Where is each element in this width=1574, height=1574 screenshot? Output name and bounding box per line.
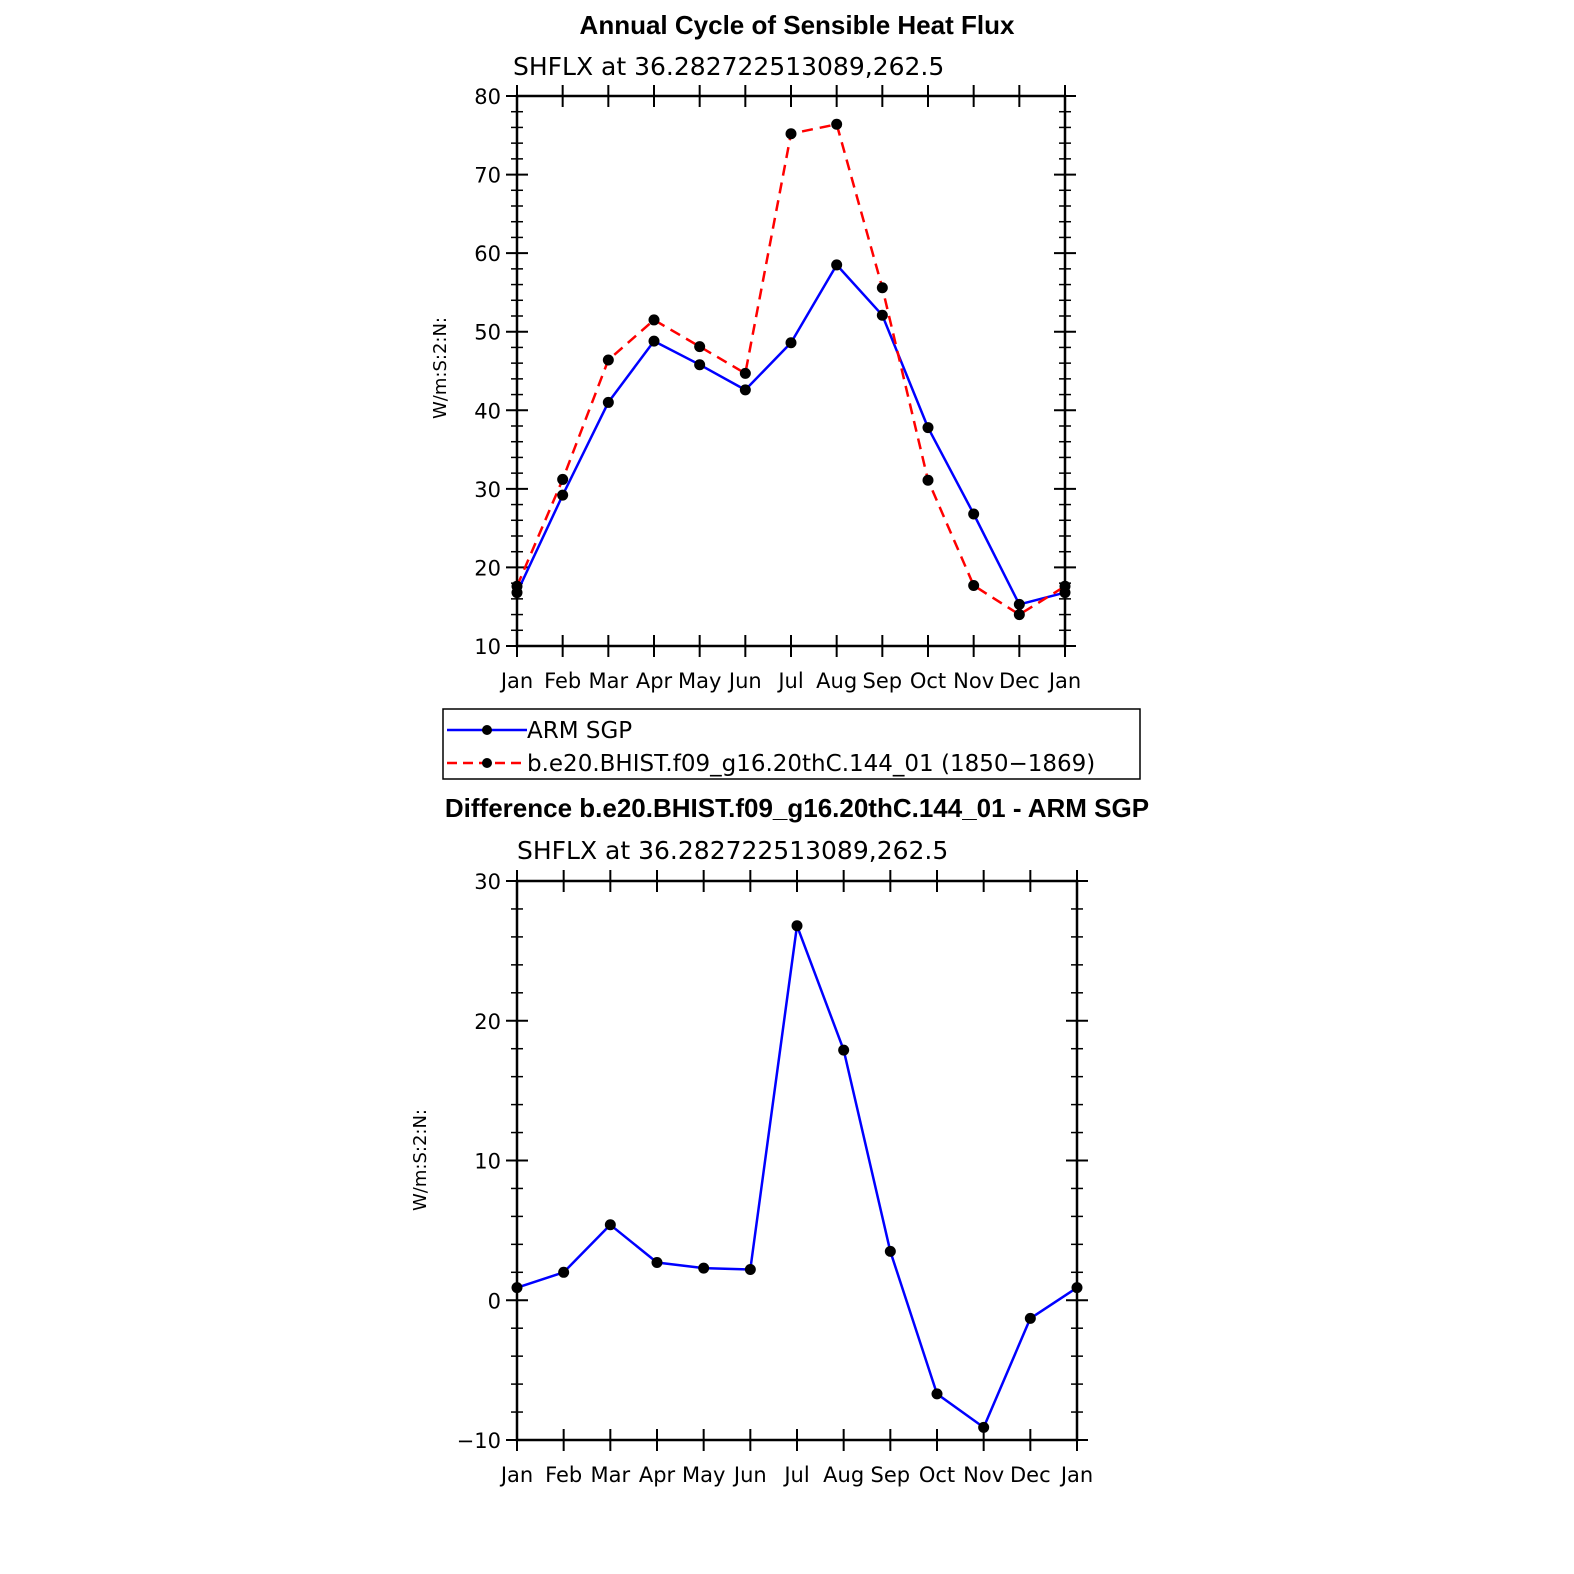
legend: ARM SGP b.e20.BHIST.f09_g16.20thC.144_01… bbox=[442, 708, 1141, 780]
legend-marker-model bbox=[482, 758, 492, 768]
top-series-1-point bbox=[876, 282, 888, 294]
top-series-0-point bbox=[739, 384, 751, 396]
top-ytick-label: 20 bbox=[474, 556, 501, 580]
top-xtick-label: Jan bbox=[499, 669, 533, 693]
top-series-0-point bbox=[694, 359, 706, 371]
top-xtick-label: Dec bbox=[999, 669, 1040, 693]
top-chart-title: Annual Cycle of Sensible Heat Flux bbox=[580, 10, 1015, 40]
top-series-0-point bbox=[876, 309, 888, 321]
bottom-ytick-label: 20 bbox=[474, 1010, 501, 1034]
legend-marker-arm-sgp bbox=[482, 725, 492, 735]
bottom-series-0-point bbox=[978, 1421, 990, 1433]
top-series-0-point bbox=[602, 396, 614, 408]
top-series-1-point bbox=[557, 473, 569, 485]
bottom-xtick-label: Jun bbox=[732, 1463, 767, 1487]
top-series-0-point bbox=[557, 489, 569, 501]
top-series-0-point bbox=[1013, 598, 1025, 610]
top-xtick-label: Oct bbox=[910, 669, 946, 693]
bottom-xtick-label: Jan bbox=[499, 1463, 533, 1487]
bottom-ytick-label: 30 bbox=[474, 870, 501, 894]
legend-box bbox=[442, 708, 1141, 780]
bottom-xtick-label: Oct bbox=[919, 1463, 955, 1487]
top-series-1-point bbox=[648, 314, 660, 326]
legend-label-arm-sgp: ARM SGP bbox=[527, 718, 632, 744]
top-series-1-point bbox=[694, 341, 706, 353]
top-chart-subtitle: SHFLX at 36.282722513089,262.5 bbox=[513, 52, 944, 81]
top-series-1-point bbox=[1013, 609, 1025, 621]
top-plot-frame bbox=[515, 94, 1067, 648]
bottom-xtick-label: Sep bbox=[871, 1463, 911, 1487]
top-series-1-point bbox=[1059, 580, 1071, 592]
bottom-series-0-point bbox=[698, 1262, 710, 1274]
bottom-series-0-point bbox=[558, 1266, 570, 1278]
top-series-line-0 bbox=[515, 263, 1066, 606]
bottom-series-0-point bbox=[511, 1282, 523, 1294]
top-xtick-label: Sep bbox=[863, 669, 903, 693]
top-series-1-point bbox=[785, 128, 797, 140]
bottom-xtick-label: Dec bbox=[1010, 1463, 1051, 1487]
bottom-series-0-point bbox=[931, 1388, 943, 1400]
top-series-1-point bbox=[602, 354, 614, 366]
bottom-series-0-point bbox=[791, 920, 803, 932]
top-xtick-label: May bbox=[678, 669, 721, 693]
top-xtick-label: Aug bbox=[816, 669, 857, 693]
top-xtick-label: Jun bbox=[727, 669, 762, 693]
top-series-0-point bbox=[648, 335, 660, 347]
top-ytick-label: 60 bbox=[474, 242, 501, 266]
bottom-ytick-label: 10 bbox=[474, 1150, 501, 1174]
top-xtick-label: Nov bbox=[953, 669, 994, 693]
top-chart-ylabel: W/m:S:2:N: bbox=[430, 317, 451, 419]
top-xtick-label: Jul bbox=[776, 669, 803, 693]
bottom-xtick-label: Feb bbox=[545, 1463, 582, 1487]
top-series-0-point bbox=[785, 337, 797, 349]
top-series-1-point bbox=[922, 474, 934, 486]
top-series-1-point bbox=[739, 367, 751, 379]
top-xtick-label: Apr bbox=[636, 669, 673, 693]
bottom-plot-area: −10 0 10 20 30 Jan Feb Mar Apr May Jun Jul Aug Sep Oct… bbox=[457, 870, 1093, 1487]
bottom-xtick-label: Mar bbox=[591, 1463, 631, 1487]
top-xtick-label: Jan bbox=[1047, 669, 1081, 693]
top-ytick-label: 40 bbox=[474, 399, 501, 423]
bottom-ytick-label: 0 bbox=[488, 1289, 501, 1313]
bottom-series-0-point bbox=[884, 1245, 896, 1257]
top-ytick-label: 80 bbox=[474, 85, 501, 109]
bottom-series-0-point bbox=[651, 1257, 663, 1269]
bottom-xtick-label: May bbox=[682, 1463, 725, 1487]
top-xtick-label: Mar bbox=[589, 669, 629, 693]
bottom-chart-ylabel: W/m:S:2:N: bbox=[410, 1109, 431, 1211]
top-series-0-point bbox=[968, 508, 980, 520]
bottom-xtick-label: Nov bbox=[963, 1463, 1004, 1487]
top-ytick-label: 30 bbox=[474, 478, 501, 502]
legend-label-model: b.e20.BHIST.f09_g16.20thC.144_01 (1850−1… bbox=[527, 751, 1095, 777]
bottom-series-line-0 bbox=[516, 924, 1078, 1429]
top-series-1-point bbox=[511, 580, 523, 592]
top-plot-area: 10 20 30 40 50 60 70 80 Jan Feb Mar Apr May Jun Jul Aug… bbox=[474, 85, 1081, 693]
top-series-0-point bbox=[831, 259, 843, 271]
bottom-xtick-label: Jul bbox=[782, 1463, 809, 1487]
bottom-series-0-point bbox=[1024, 1312, 1036, 1324]
bottom-series-0-point bbox=[744, 1264, 756, 1276]
bottom-xtick-label: Jan bbox=[1059, 1463, 1093, 1487]
bottom-xtick-label: Aug bbox=[823, 1463, 864, 1487]
top-ytick-label: 50 bbox=[474, 321, 501, 345]
top-series-0-point bbox=[922, 422, 934, 434]
bottom-plot-frame bbox=[515, 879, 1079, 1442]
bottom-chart-title: Difference b.e20.BHIST.f09_g16.20thC.144… bbox=[445, 793, 1149, 823]
top-ytick-label: 70 bbox=[474, 164, 501, 188]
bottom-xtick-label: Apr bbox=[639, 1463, 676, 1487]
top-xtick-label: Feb bbox=[544, 669, 581, 693]
top-ytick-label: 10 bbox=[474, 635, 501, 659]
bottom-series-0-point bbox=[604, 1219, 616, 1231]
top-series-line-1 bbox=[515, 123, 1066, 616]
bottom-series-0-point bbox=[1071, 1282, 1083, 1294]
top-series-1-point bbox=[968, 580, 980, 591]
top-series-1-point bbox=[831, 118, 843, 130]
bottom-chart-subtitle: SHFLX at 36.282722513089,262.5 bbox=[517, 836, 948, 865]
bottom-series-0-point bbox=[838, 1044, 850, 1056]
bottom-ytick-label: −10 bbox=[457, 1429, 501, 1453]
